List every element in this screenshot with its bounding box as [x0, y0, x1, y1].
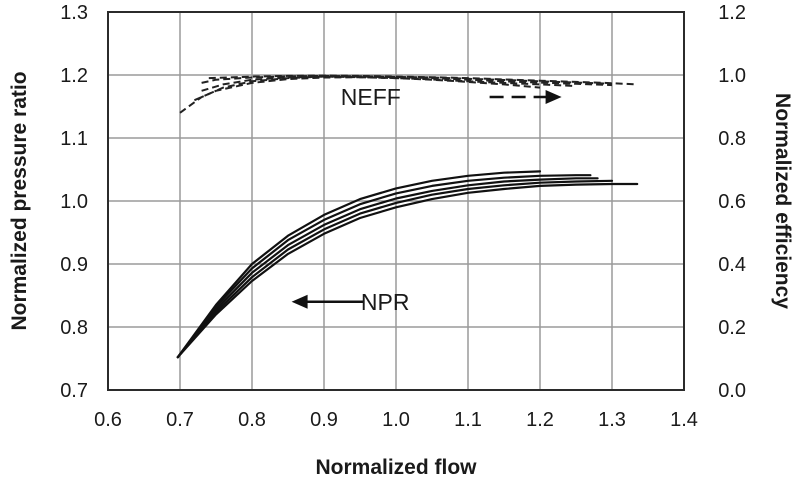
right-y-tick-label: 1.0 — [718, 65, 746, 87]
right-y-tick-label: 0.6 — [718, 191, 746, 213]
tick-labels: 0.6 0.7 0.8 0.9 1.0 1.1 1.2 1.3 1.4 0.7 0.8 0.9 1.0 1… — [60, 2, 746, 431]
x-tick-label: 1.4 — [670, 409, 698, 431]
left-y-tick-label: 0.7 — [60, 380, 88, 402]
npr-curve — [176, 177, 599, 359]
left-y-tick-label: 1.1 — [60, 128, 88, 150]
npr-annotation: NPR — [361, 289, 410, 315]
x-tick-label: 0.6 — [94, 409, 122, 431]
right-y-tick-label: 0.2 — [718, 317, 746, 339]
npr-curve — [176, 174, 592, 359]
x-tick-label: 0.9 — [310, 409, 338, 431]
right-y-tick-label: 0.8 — [718, 128, 746, 150]
left-y-axis-title: Normalized pressure ratio — [8, 71, 31, 330]
right-y-axis-title: Normalized efficiency — [771, 93, 794, 309]
left-y-tick-label: 0.9 — [60, 254, 88, 276]
x-tick-label: 1.3 — [598, 409, 626, 431]
x-tick-label: 0.7 — [166, 409, 194, 431]
npr-curve — [176, 182, 639, 359]
neff-arrow-head — [545, 90, 562, 105]
npr-arrow-head — [291, 294, 308, 309]
x-tick-label: 1.0 — [382, 409, 410, 431]
x-tick-label: 0.8 — [238, 409, 266, 431]
right-y-tick-label: 0.0 — [718, 380, 746, 402]
plot-border — [107, 11, 685, 391]
npr-curve — [176, 170, 542, 359]
left-y-tick-label: 1.2 — [60, 65, 88, 87]
neff-annotation: NEFF — [341, 84, 401, 110]
neff-curve — [201, 74, 613, 85]
plot-frame — [107, 11, 685, 391]
left-y-tick-label: 0.8 — [60, 317, 88, 339]
neff-curve — [208, 74, 638, 86]
x-axis-title: Normalized flow — [315, 456, 477, 479]
right-y-tick-label: 1.2 — [718, 2, 746, 24]
series-layer — [176, 74, 639, 359]
left-y-tick-label: 1.3 — [60, 2, 88, 24]
arrow-layer — [291, 90, 562, 309]
x-tick-label: 1.1 — [454, 409, 482, 431]
right-y-tick-label: 0.4 — [718, 254, 746, 276]
left-y-tick-label: 1.0 — [60, 191, 88, 213]
npr-curve — [176, 179, 614, 359]
x-tick-label: 1.2 — [526, 409, 554, 431]
